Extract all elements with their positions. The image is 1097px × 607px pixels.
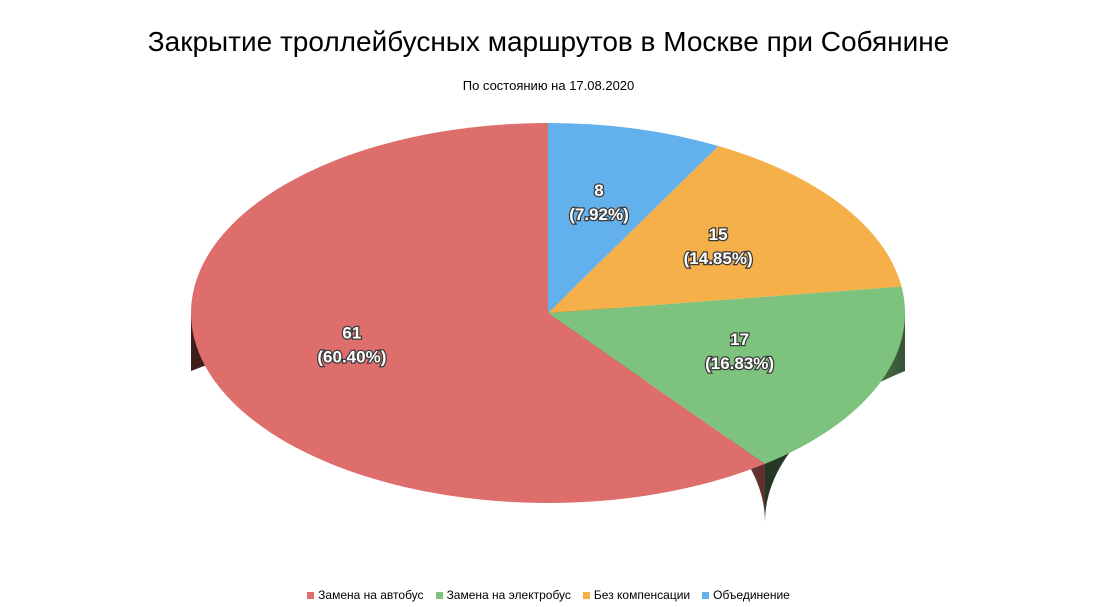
chart-subtitle: По состоянию на 17.08.2020 [462,78,635,93]
slice-data-label: 17 [730,330,749,349]
pie-slice [548,146,902,313]
legend-item: Замена на автобус [307,588,424,602]
legend-item: Замена на электробус [435,588,571,602]
slice-data-label: (60.40%) [317,347,386,366]
slice-data-label: 8 [594,181,603,200]
legend-swatch [307,591,315,599]
legend-label: Замена на автобус [318,588,424,602]
legend-swatch [702,591,710,599]
slice-data-label: (16.83%) [705,354,774,373]
legend-swatch [435,591,443,599]
legend: Замена на автобус Замена на электробус Б… [0,588,1097,602]
pie-slice [548,123,719,313]
pie-slice [548,286,905,464]
legend-item: Без компенсации [582,588,691,602]
slice-data-label: 61 [342,323,361,342]
slice-data-label: (7.92%) [569,205,629,224]
slice-data-label: 15 [709,225,728,244]
chart-title: Закрытие троллейбусных маршрутов в Москв… [147,26,950,57]
legend-label: Объединение [713,588,790,602]
legend-label: Замена на электробус [446,588,571,602]
pie-top [191,123,905,503]
pie-slice [191,123,765,503]
legend-label: Без компенсации [593,588,691,602]
legend-item: Объединение [702,588,790,602]
legend-swatch [582,591,590,599]
slice-data-label: (14.85%) [684,249,753,268]
pie-labels: 61 (60.40%) 17 (16.83%) 15 (14.85%) 8 (7.92%) [316,180,775,374]
